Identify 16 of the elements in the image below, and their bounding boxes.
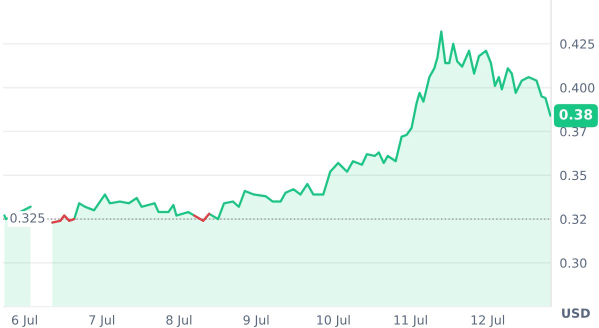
- x-tick-label: 8 Jul: [166, 315, 192, 328]
- y-tick-label: 0.400: [560, 83, 594, 93]
- x-tick-label: 10 Jul: [317, 315, 350, 328]
- y-tick-label: 0.30: [560, 258, 586, 268]
- y-axis-title: USD: [562, 308, 590, 318]
- y-tick-label: 0.35: [560, 170, 586, 180]
- y-tick-label: 0.425: [560, 39, 594, 49]
- x-tick-label: 9 Jul: [243, 315, 269, 328]
- y-tick-label: 0.32: [560, 214, 586, 224]
- x-tick-label: 11 Jul: [394, 315, 427, 328]
- ref-line-label: 0.325: [10, 213, 44, 223]
- x-tick-label: 12 Jul: [472, 315, 504, 328]
- y-tick-label: 0.37: [560, 126, 586, 136]
- x-tick-label: 6 Jul: [12, 315, 37, 328]
- x-tick-label: 7 Jul: [89, 315, 114, 328]
- annotation: 0.38: [559, 109, 592, 120]
